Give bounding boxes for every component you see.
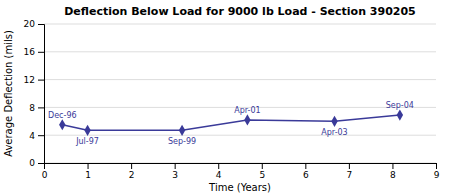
grid-line — [44, 79, 436, 80]
tick-mark — [392, 163, 393, 169]
point — [59, 119, 65, 130]
tick-label: 16 — [24, 47, 36, 57]
tick: 20 — [24, 19, 44, 29]
grid-line — [44, 24, 436, 25]
tick-label: 2 — [129, 170, 135, 180]
grid — [44, 24, 436, 163]
tick: 0 — [29, 158, 44, 168]
tick-label: 4 — [216, 170, 222, 180]
tick: 1 — [85, 163, 91, 180]
tick-mark — [38, 163, 44, 164]
point — [331, 116, 337, 127]
tick-mark — [305, 163, 306, 169]
tick-mark — [38, 80, 44, 81]
x-axis-title: Time (Years) — [208, 182, 271, 193]
line — [62, 115, 400, 130]
tick-label: 3 — [172, 170, 178, 180]
tick-label: 4 — [29, 131, 35, 141]
y-axis: 0 4 8 12 16 20 — [24, 19, 45, 168]
tick-mark — [38, 107, 44, 108]
x-axis: 0 1 2 3 4 5 6 7 8 9 — [42, 163, 440, 180]
annotation: Sep-99 — [168, 137, 196, 146]
tick-mark — [131, 163, 132, 169]
tick-mark — [38, 24, 44, 25]
tick-label: 8 — [29, 103, 35, 113]
tick: 8 — [390, 163, 396, 180]
tick-label: 12 — [24, 75, 35, 85]
tick: 4 — [216, 163, 222, 180]
tick-mark — [349, 163, 350, 169]
y-axis-title: Average Deflection (mils) — [3, 30, 14, 157]
tick-label: 6 — [303, 170, 309, 180]
annotation: Sep-04 — [386, 101, 414, 110]
title: Deflection Below Load for 9000 lb Load -… — [64, 5, 416, 18]
tick: 2 — [129, 163, 135, 180]
annotation: Apr-03 — [321, 128, 347, 137]
tick-label: 20 — [24, 19, 36, 29]
tick-label: 8 — [390, 170, 396, 180]
point — [244, 114, 250, 125]
point — [397, 109, 403, 120]
marks — [59, 109, 403, 135]
annotation: Dec-96 — [48, 111, 77, 120]
point — [179, 125, 185, 136]
tick-mark — [38, 135, 44, 136]
axis-line — [38, 25, 45, 164]
axis-line — [45, 164, 437, 170]
tick-label: 5 — [259, 170, 265, 180]
tick-mark — [262, 163, 263, 169]
tick-label: 0 — [29, 158, 35, 168]
tick: 3 — [172, 163, 178, 180]
grid-line — [44, 135, 436, 136]
tick: 4 — [29, 131, 44, 141]
tick: 12 — [24, 75, 44, 85]
tick: 6 — [303, 163, 309, 180]
tick-label: 7 — [347, 170, 353, 180]
tick-mark — [218, 163, 219, 169]
tick-mark — [175, 163, 176, 169]
tick: 7 — [347, 163, 353, 180]
point — [84, 125, 90, 136]
grid-line — [44, 51, 436, 52]
tick-mark — [436, 163, 437, 169]
tick: 0 — [42, 163, 48, 180]
annotations: Dec-96 Jul-97 Sep-99 Apr-01 Apr-03 Sep-04 — [48, 101, 414, 146]
tick-mark — [38, 52, 44, 53]
tick-label: 1 — [85, 170, 91, 180]
tick: 8 — [29, 103, 44, 113]
chart: 0123456789048121620Dec-96Jul-97Sep-99Apr… — [0, 0, 450, 195]
tick: 5 — [259, 163, 265, 180]
tick-label: 0 — [42, 170, 48, 180]
annotation: Jul-97 — [75, 137, 99, 146]
tick: 16 — [24, 47, 44, 57]
tick: 9 — [434, 163, 440, 180]
tick-mark — [88, 163, 89, 169]
tick-label: 9 — [434, 170, 440, 180]
annotation: Apr-01 — [234, 106, 260, 115]
